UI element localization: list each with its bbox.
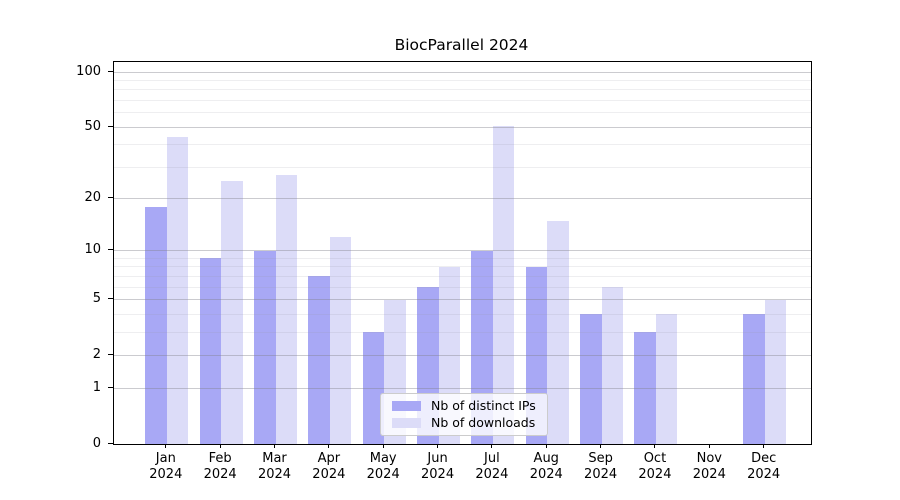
bar-mar-distinct-ips — [254, 250, 276, 444]
x-tick-label-jan: Jan 2024 — [149, 451, 183, 482]
x-tick-mark — [328, 444, 330, 448]
x-tick-label-jul: Jul 2024 — [475, 451, 509, 482]
bar-dec-downloads — [764, 299, 787, 444]
minor-gridline — [114, 266, 811, 268]
legend-label-downloads: Nb of downloads — [431, 415, 536, 431]
y-tick-label: 5 — [92, 291, 101, 307]
minor-gridline — [114, 89, 811, 91]
y-tick-mark — [108, 442, 113, 444]
major-gridline — [114, 250, 811, 252]
x-tick-mark — [654, 444, 656, 448]
y-tick-label: 20 — [84, 190, 101, 206]
y-tick-label: 1 — [92, 379, 101, 395]
x-tick-mark — [219, 444, 221, 448]
x-tick-label-sep: Sep 2024 — [584, 451, 618, 482]
y-tick-label: 0 — [92, 435, 101, 451]
bar-oct-downloads — [655, 314, 678, 444]
bar-dec-distinct-ips — [743, 314, 765, 444]
y-tick-mark — [108, 249, 113, 251]
y-tick-label: 50 — [84, 118, 101, 134]
minor-gridline — [114, 275, 811, 277]
bar-sep-downloads — [601, 287, 624, 444]
major-gridline — [114, 126, 811, 128]
minor-gridline — [114, 79, 811, 81]
x-tick-label-mar: Mar 2024 — [257, 451, 292, 482]
minor-gridline — [114, 257, 811, 259]
bar-aug-downloads — [547, 220, 569, 444]
x-tick-mark — [165, 444, 167, 448]
y-tick-label: 10 — [84, 242, 101, 258]
y-tick-mark — [108, 125, 113, 127]
y-tick-mark — [108, 386, 113, 388]
bar-feb-distinct-ips — [199, 258, 222, 444]
major-gridline — [114, 387, 811, 389]
x-tick-label-dec: Dec 2024 — [747, 451, 781, 482]
bar-apr-downloads — [329, 237, 352, 444]
x-tick-label-jun: Jun 2024 — [421, 451, 455, 482]
bar-jan-downloads — [166, 137, 189, 444]
major-gridline — [114, 71, 811, 73]
bar-apr-distinct-ips — [308, 276, 330, 444]
x-tick-mark — [600, 444, 602, 448]
legend-swatch-downloads — [392, 418, 421, 429]
major-gridline — [114, 299, 811, 301]
y-tick-label: 2 — [92, 346, 101, 362]
minor-gridline — [114, 112, 811, 114]
minor-gridline — [114, 331, 811, 333]
y-tick-mark — [108, 298, 113, 300]
bar-jan-distinct-ips — [145, 206, 167, 444]
x-tick-mark — [491, 444, 493, 448]
minor-gridline — [114, 286, 811, 288]
y-tick-mark — [108, 197, 113, 199]
minor-gridline — [114, 313, 811, 315]
bar-mar-downloads — [275, 175, 297, 444]
bar-sep-distinct-ips — [580, 314, 602, 444]
x-tick-label-may: May 2024 — [366, 451, 400, 482]
x-tick-mark — [708, 444, 710, 448]
bar-feb-downloads — [221, 181, 243, 444]
y-tick-label: 100 — [76, 63, 101, 79]
bar-may-distinct-ips — [362, 332, 385, 444]
chart-title: BiocParallel 2024 — [394, 36, 529, 54]
x-tick-label-aug: Aug 2024 — [529, 451, 563, 482]
x-tick-label-apr: Apr 2024 — [312, 451, 346, 482]
legend-label-distinct-ips: Nb of distinct IPs — [431, 397, 536, 413]
major-gridline — [114, 354, 811, 356]
major-gridline — [114, 198, 811, 200]
minor-gridline — [114, 144, 811, 146]
legend-row-distinct-ips: Nb of distinct IPs — [387, 397, 541, 413]
y-tick-mark — [108, 70, 113, 72]
y-tick-mark — [108, 353, 113, 355]
x-tick-label-oct: Oct 2024 — [638, 451, 672, 482]
minor-gridline — [114, 166, 811, 168]
minor-gridline — [114, 99, 811, 101]
x-tick-mark — [274, 444, 275, 448]
x-tick-mark — [545, 444, 547, 448]
bar-jul-downloads — [492, 125, 515, 444]
legend-row-downloads: Nb of downloads — [387, 416, 541, 430]
plot-area: Nb of distinct IPs Nb of downloads — [113, 61, 812, 445]
x-tick-label-nov: Nov 2024 — [692, 451, 726, 482]
x-tick-label-feb: Feb 2024 — [203, 451, 237, 482]
x-tick-mark — [382, 444, 384, 448]
x-tick-mark — [437, 444, 439, 448]
bar-oct-distinct-ips — [634, 332, 656, 444]
x-tick-mark — [763, 444, 765, 448]
legend: Nb of distinct IPs Nb of downloads — [380, 393, 548, 436]
legend-swatch-distinct-ips — [392, 400, 421, 411]
